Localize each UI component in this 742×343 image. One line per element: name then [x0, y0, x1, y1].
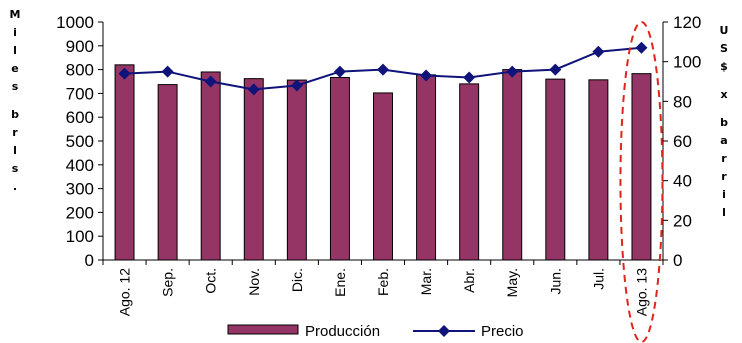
category-label: Sep.	[160, 268, 176, 297]
left-tick-label: 800	[66, 61, 94, 80]
left-tick-label: 700	[66, 84, 94, 103]
bar-Sep.	[157, 84, 178, 261]
left-axis-title-char: M	[10, 8, 21, 21]
left-axis-title-char: s	[12, 162, 19, 175]
bar-Nov.	[243, 78, 264, 261]
bar-Ene.	[329, 76, 350, 261]
bar-May.	[502, 69, 523, 261]
left-axis-title-char: l	[13, 144, 17, 157]
left-axis-title-char: i	[13, 26, 17, 39]
right-axis-title-char: i	[722, 188, 726, 201]
right-axis-title-char: $	[720, 60, 728, 73]
bar-Abr.	[459, 83, 480, 261]
right-tick-label: 0	[673, 251, 682, 270]
legend-bar-swatch	[227, 324, 299, 335]
price-marker-Ago. 13	[635, 41, 648, 54]
right-axis-title-char: r	[721, 152, 727, 165]
left-tick-label: 500	[66, 132, 94, 151]
right-axis-title-char: x	[720, 88, 727, 101]
right-tick-label: 120	[673, 13, 701, 32]
left-tick-label: 100	[66, 227, 94, 246]
left-axis-title-char: r	[12, 126, 18, 139]
category-label: Ene.	[332, 268, 348, 297]
highlight-ellipse	[619, 21, 664, 343]
bar-Mar.	[416, 74, 437, 261]
right-axis-title-char: S	[720, 42, 728, 55]
category-label: Oct.	[203, 268, 219, 294]
price-marker-Mar.	[420, 69, 433, 82]
category-label: Nov.	[246, 268, 262, 296]
right-tick-label: 80	[673, 92, 692, 111]
right-axis-title-char: b	[720, 116, 728, 129]
legend-line-label: Precio	[481, 323, 524, 340]
left-tick-label: 1000	[56, 13, 94, 32]
category-label: May.	[504, 268, 520, 297]
right-axis-title-char: l	[722, 206, 726, 219]
right-tick-label: 60	[673, 132, 692, 151]
right-axis-title-char: r	[721, 170, 727, 183]
category-label: Dic.	[289, 268, 305, 292]
bar-Feb.	[373, 92, 393, 261]
category-label: Feb.	[375, 268, 391, 296]
left-axis-title-char: e	[11, 62, 18, 75]
price-marker-Ago. 12	[118, 67, 131, 80]
left-tick-label: 0	[85, 251, 94, 270]
left-axis-title-char: s	[12, 80, 19, 93]
left-tick-label: 300	[66, 180, 94, 199]
left-tick-label: 400	[66, 156, 94, 175]
bar-Ago. 12	[114, 64, 135, 261]
bar-Ago. 13	[631, 73, 652, 261]
category-label: Jul.	[590, 268, 606, 290]
right-axis-title-char: U	[720, 24, 729, 37]
left-tick-label: 900	[66, 37, 94, 56]
category-label: Abr.	[461, 268, 477, 293]
category-label: Mar.	[418, 268, 434, 295]
left-tick-label: 600	[66, 108, 94, 127]
bar-Oct.	[200, 71, 221, 261]
legend-line-marker	[438, 325, 450, 337]
price-marker-Ene.	[333, 65, 346, 78]
price-marker-Nov.	[247, 83, 260, 96]
price-marker-Oct.	[204, 75, 217, 88]
left-axis-title-char: l	[13, 44, 17, 57]
left-axis-title-char: .	[13, 180, 17, 193]
legend-bar-label: Producción	[305, 323, 380, 340]
price-marker-Sep.	[161, 65, 174, 78]
price-marker-Dic.	[290, 79, 303, 92]
price-marker-Jul.	[592, 45, 605, 58]
right-tick-label: 100	[673, 53, 701, 72]
category-label: Ago. 13	[633, 268, 649, 316]
price-marker-Abr.	[463, 71, 476, 84]
bar-Dic.	[286, 79, 307, 261]
price-marker-Jun.	[549, 63, 562, 76]
left-tick-label: 200	[66, 203, 94, 222]
price-marker-Feb.	[377, 63, 389, 76]
price-marker-May.	[506, 65, 519, 78]
right-axis-title-char: a	[720, 134, 727, 147]
bar-Jul.	[588, 79, 609, 261]
category-label: Jun.	[547, 268, 563, 294]
right-tick-label: 20	[673, 211, 692, 230]
right-tick-label: 40	[673, 172, 692, 191]
left-axis-title-char: b	[11, 108, 19, 121]
bar-Jun.	[545, 78, 566, 261]
category-label: Ago. 12	[117, 268, 133, 316]
